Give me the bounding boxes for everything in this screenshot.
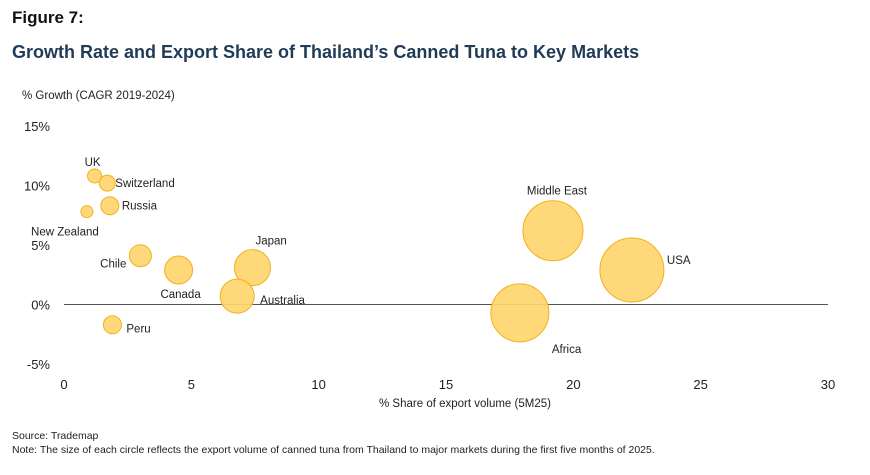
source-note: Source: Trademap: [12, 430, 99, 442]
x-tick-label: 25: [693, 377, 707, 392]
figure-label: Figure 7:: [12, 8, 84, 27]
bubble-label: Russia: [122, 201, 158, 213]
bubble-peru: [102, 315, 122, 335]
x-tick-label: 5: [188, 377, 195, 392]
x-axis-title: % Share of export volume (5M25): [379, 398, 551, 410]
footnote: Note: The size of each circle reflects t…: [12, 444, 655, 456]
x-tick-label: 10: [311, 377, 325, 392]
bubble-label: Middle East: [527, 186, 588, 198]
bubble-label: Peru: [126, 324, 150, 336]
x-tick-label: 0: [60, 377, 67, 392]
bubble-switzerland: [98, 174, 116, 192]
y-tick-label: -5%: [27, 357, 51, 372]
x-tick-label: 30: [821, 377, 835, 392]
y-tick-label: 10%: [24, 179, 50, 194]
bubble-label: UK: [85, 157, 101, 169]
bubble-new-zealand: [80, 205, 94, 219]
bubble-japan: [233, 249, 271, 287]
x-tick-label: 20: [566, 377, 580, 392]
bubble-chile: [128, 244, 152, 268]
bubble-canada: [164, 255, 194, 285]
x-tick-label: 15: [439, 377, 453, 392]
y-tick-label: 15%: [24, 119, 50, 134]
y-tick-label: 0%: [31, 298, 50, 313]
bubble-label: Africa: [552, 344, 582, 356]
bubble-russia: [100, 196, 120, 216]
bubble-label: Canada: [160, 289, 201, 301]
bubble-label: USA: [667, 255, 691, 267]
bubble-label: New Zealand: [31, 227, 99, 239]
bubble-usa: [599, 237, 665, 303]
bubble-label: Japan: [255, 236, 286, 248]
bubble-africa: [490, 283, 550, 343]
y-axis-title: % Growth (CAGR 2019-2024): [22, 90, 175, 102]
bubble-chart: 15% 10% 5% 0% -5% 0 5 10 15 20 25 30 UK Switzerland Ru…: [24, 119, 835, 392]
bubble-label: Australia: [260, 295, 305, 307]
chart-title: Growth Rate and Export Share of Thailand…: [12, 42, 640, 62]
bubble-label: Switzerland: [115, 178, 174, 190]
bubble-australia: [219, 278, 255, 314]
bubble-middle-east: [522, 200, 584, 262]
bubble-label: Chile: [100, 259, 126, 271]
y-tick-label: 5%: [31, 238, 50, 253]
bubble-uk: [87, 168, 103, 184]
